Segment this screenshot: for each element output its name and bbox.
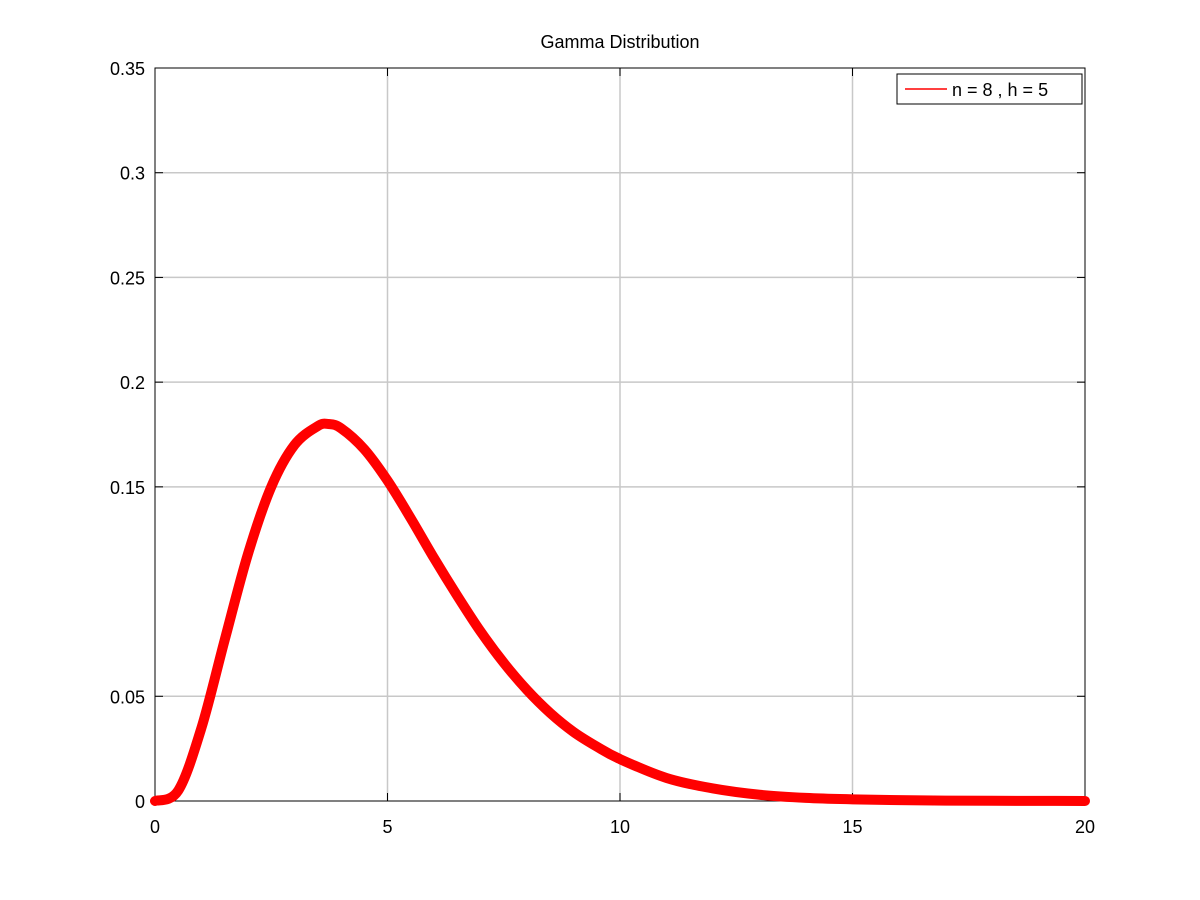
chart-title: Gamma Distribution bbox=[540, 32, 699, 52]
x-tick-label: 20 bbox=[1075, 817, 1095, 837]
y-tick-label: 0.2 bbox=[120, 373, 145, 393]
series-line bbox=[150, 418, 1090, 806]
y-tick-label: 0.15 bbox=[110, 478, 145, 498]
legend-label: n = 8 , h = 5 bbox=[952, 80, 1048, 100]
series-layer bbox=[150, 418, 1090, 806]
y-tick-label: 0 bbox=[135, 792, 145, 812]
grid-layer bbox=[155, 68, 1085, 801]
y-tick-label: 0.05 bbox=[110, 687, 145, 707]
x-tick-label: 10 bbox=[610, 817, 630, 837]
legend: n = 8 , h = 5 bbox=[896, 73, 1083, 105]
y-tick-label: 0.35 bbox=[110, 59, 145, 79]
y-tick-label: 0.3 bbox=[120, 164, 145, 184]
y-tick-label: 0.25 bbox=[110, 268, 145, 288]
ticks-layer: 0 5 10 15 20 0 0.05 0.15 0.2 0.25 0.3 0.35 bbox=[110, 59, 1095, 837]
x-tick-label: 5 bbox=[382, 817, 392, 837]
x-tick-label: 0 bbox=[150, 817, 160, 837]
x-tick-label: 15 bbox=[842, 817, 862, 837]
